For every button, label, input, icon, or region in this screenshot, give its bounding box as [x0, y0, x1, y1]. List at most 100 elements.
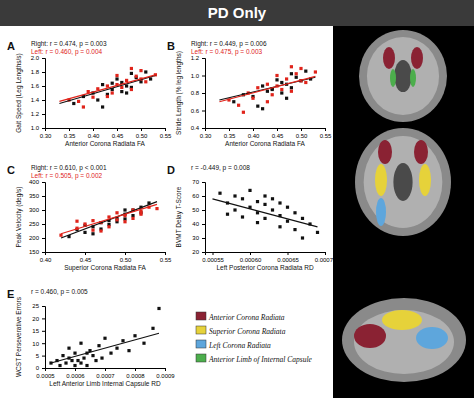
point — [290, 72, 293, 75]
tick-label: 0.45 — [80, 257, 92, 263]
tick: 0.35 — [224, 128, 236, 139]
tick-mark — [202, 58, 205, 59]
point — [107, 225, 110, 228]
y-axis-title: WCST Perseverative Errors — [15, 296, 22, 377]
point — [314, 70, 317, 73]
tick-label: 0.00065 — [277, 257, 299, 263]
tick: 0.8 — [191, 90, 205, 96]
point — [123, 208, 126, 211]
white-matter — [364, 136, 443, 228]
tick: 10 — [32, 341, 45, 347]
tick-mark — [42, 331, 45, 332]
x-axis-title: Anterior Corona Radiata FA — [65, 140, 146, 147]
axis-line — [42, 183, 46, 253]
point — [286, 206, 289, 209]
point — [232, 100, 235, 103]
tick-mark — [42, 306, 45, 307]
tick: 0.40 — [248, 128, 260, 139]
region-anterior-corona-radiata — [354, 324, 386, 348]
region-anterior-limb — [410, 69, 416, 87]
point — [58, 364, 61, 367]
tick-label: 70 — [192, 179, 199, 185]
tick-mark — [213, 252, 214, 255]
point — [139, 210, 142, 213]
point — [280, 88, 283, 91]
point — [157, 307, 160, 310]
point — [109, 352, 112, 355]
tick-mark — [42, 210, 45, 211]
point — [285, 97, 288, 100]
tick-mark — [42, 128, 45, 129]
tick: 400 — [29, 179, 45, 185]
region-superior-corona-radiata — [382, 310, 422, 330]
tick-mark — [253, 128, 254, 131]
tick-mark — [202, 182, 205, 183]
point — [133, 334, 136, 337]
tick: 50 — [192, 207, 205, 213]
tick-label: 0 — [36, 365, 40, 371]
tick-mark — [165, 368, 166, 371]
point — [275, 78, 278, 81]
point — [99, 229, 102, 232]
tick-label: 1.2 — [31, 111, 40, 117]
y-axis: 150200250300350400 — [29, 179, 46, 255]
point — [149, 77, 152, 80]
tick-label: 0.4 — [191, 125, 200, 131]
legend-label: Superior Corona Radiata — [209, 327, 286, 336]
point — [123, 217, 126, 220]
point — [125, 79, 128, 82]
axis-line — [206, 253, 326, 256]
tick: 0.6 — [191, 108, 205, 114]
tick-label: 2.0 — [31, 55, 40, 61]
tick: 350 — [29, 193, 45, 199]
tick-mark — [42, 86, 45, 87]
tick-mark — [42, 100, 45, 101]
annotation: Left: r = 0.460, p = 0.004 — [31, 48, 103, 56]
point — [233, 208, 236, 211]
tick-mark — [93, 128, 94, 131]
point — [83, 231, 86, 234]
panel-label: D — [167, 164, 175, 176]
point — [79, 342, 82, 345]
white-matter — [354, 310, 454, 374]
tick: 25 — [32, 303, 45, 309]
figure-title: PD Only — [208, 4, 267, 21]
point — [131, 217, 134, 220]
tick: 0.45 — [272, 128, 284, 139]
tick-mark — [202, 196, 205, 197]
tick-label: 0.40 — [40, 257, 52, 263]
tick-mark — [165, 128, 166, 131]
tick-label: 15 — [32, 328, 39, 334]
tick-mark — [42, 114, 45, 115]
point — [256, 221, 259, 224]
point — [97, 344, 100, 347]
plot-area — [59, 67, 157, 109]
fit-line — [61, 204, 157, 233]
tick: 0.00065 — [277, 252, 299, 263]
panel-label: C — [7, 164, 15, 176]
point — [280, 81, 283, 84]
point — [79, 361, 82, 364]
panel-label: A — [7, 40, 15, 52]
annotation: Left: r = 0.505, p = 0.002 — [31, 172, 103, 180]
tick-label: 0.00060 — [240, 257, 262, 263]
tick: 0.00055 — [202, 252, 224, 263]
y-axis-title: Peak Velocity (deg/s) — [15, 186, 23, 247]
point — [125, 84, 128, 87]
point — [242, 111, 245, 114]
tick: 1.2 — [31, 111, 45, 117]
x-axis: 0.00050.00060.00070.00080.0009 — [36, 368, 175, 379]
region-left-corona-radiata — [376, 198, 386, 226]
tick-mark — [42, 343, 45, 344]
tick-label: 1.2 — [191, 55, 200, 61]
tick-mark — [301, 128, 302, 131]
panel: 0.00050.00060.00070.00080.00090510152025… — [7, 288, 175, 388]
tick: 0.0005 — [36, 368, 55, 379]
panel-label: B — [167, 40, 175, 52]
tick-mark — [165, 252, 166, 255]
y-axis: 203040506070 — [192, 179, 205, 255]
point — [82, 356, 85, 359]
brain-outline — [342, 298, 466, 382]
tick-mark — [125, 252, 126, 255]
region-superior-corona-radiata — [419, 164, 431, 196]
